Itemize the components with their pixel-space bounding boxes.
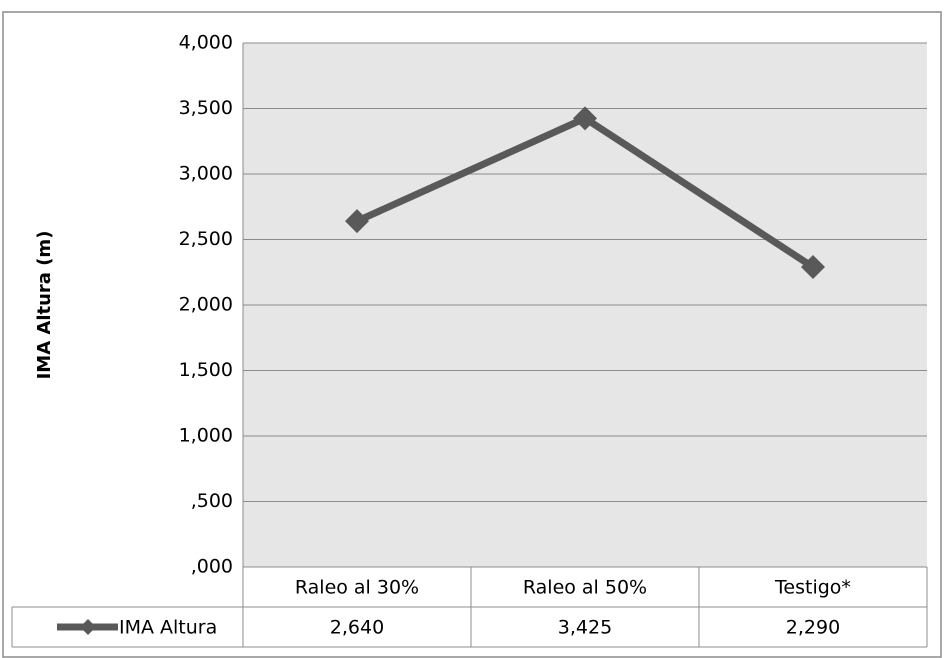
point-marker <box>573 106 597 131</box>
y-tick-label: 1,500 <box>179 359 233 381</box>
y-tick-label: 3,000 <box>179 163 233 185</box>
y-tick-label: 1,000 <box>179 425 233 447</box>
table-value: 3,425 <box>558 617 612 639</box>
x-tick-label: Raleo al 30% <box>295 577 419 599</box>
y-tick-label: ,000 <box>191 556 233 578</box>
y-tick-label: ,500 <box>191 490 233 512</box>
y-tick-label: 3,500 <box>179 97 233 119</box>
table-value: 2,290 <box>786 617 840 639</box>
y-tick-label: 2,000 <box>179 294 233 316</box>
legend-label: IMA Altura <box>119 617 217 639</box>
point-marker <box>345 209 369 234</box>
y-tick-label: 2,500 <box>179 228 233 250</box>
legend-key-marker <box>80 619 96 635</box>
y-tick-label: 4,000 <box>179 32 233 54</box>
x-tick-label: Raleo al 50% <box>523 577 647 599</box>
table-value: 2,640 <box>330 617 384 639</box>
point-marker <box>801 255 825 280</box>
y-axis-title: IMA Altura (m) <box>34 231 55 380</box>
x-tick-label: Testigo* <box>774 577 851 599</box>
